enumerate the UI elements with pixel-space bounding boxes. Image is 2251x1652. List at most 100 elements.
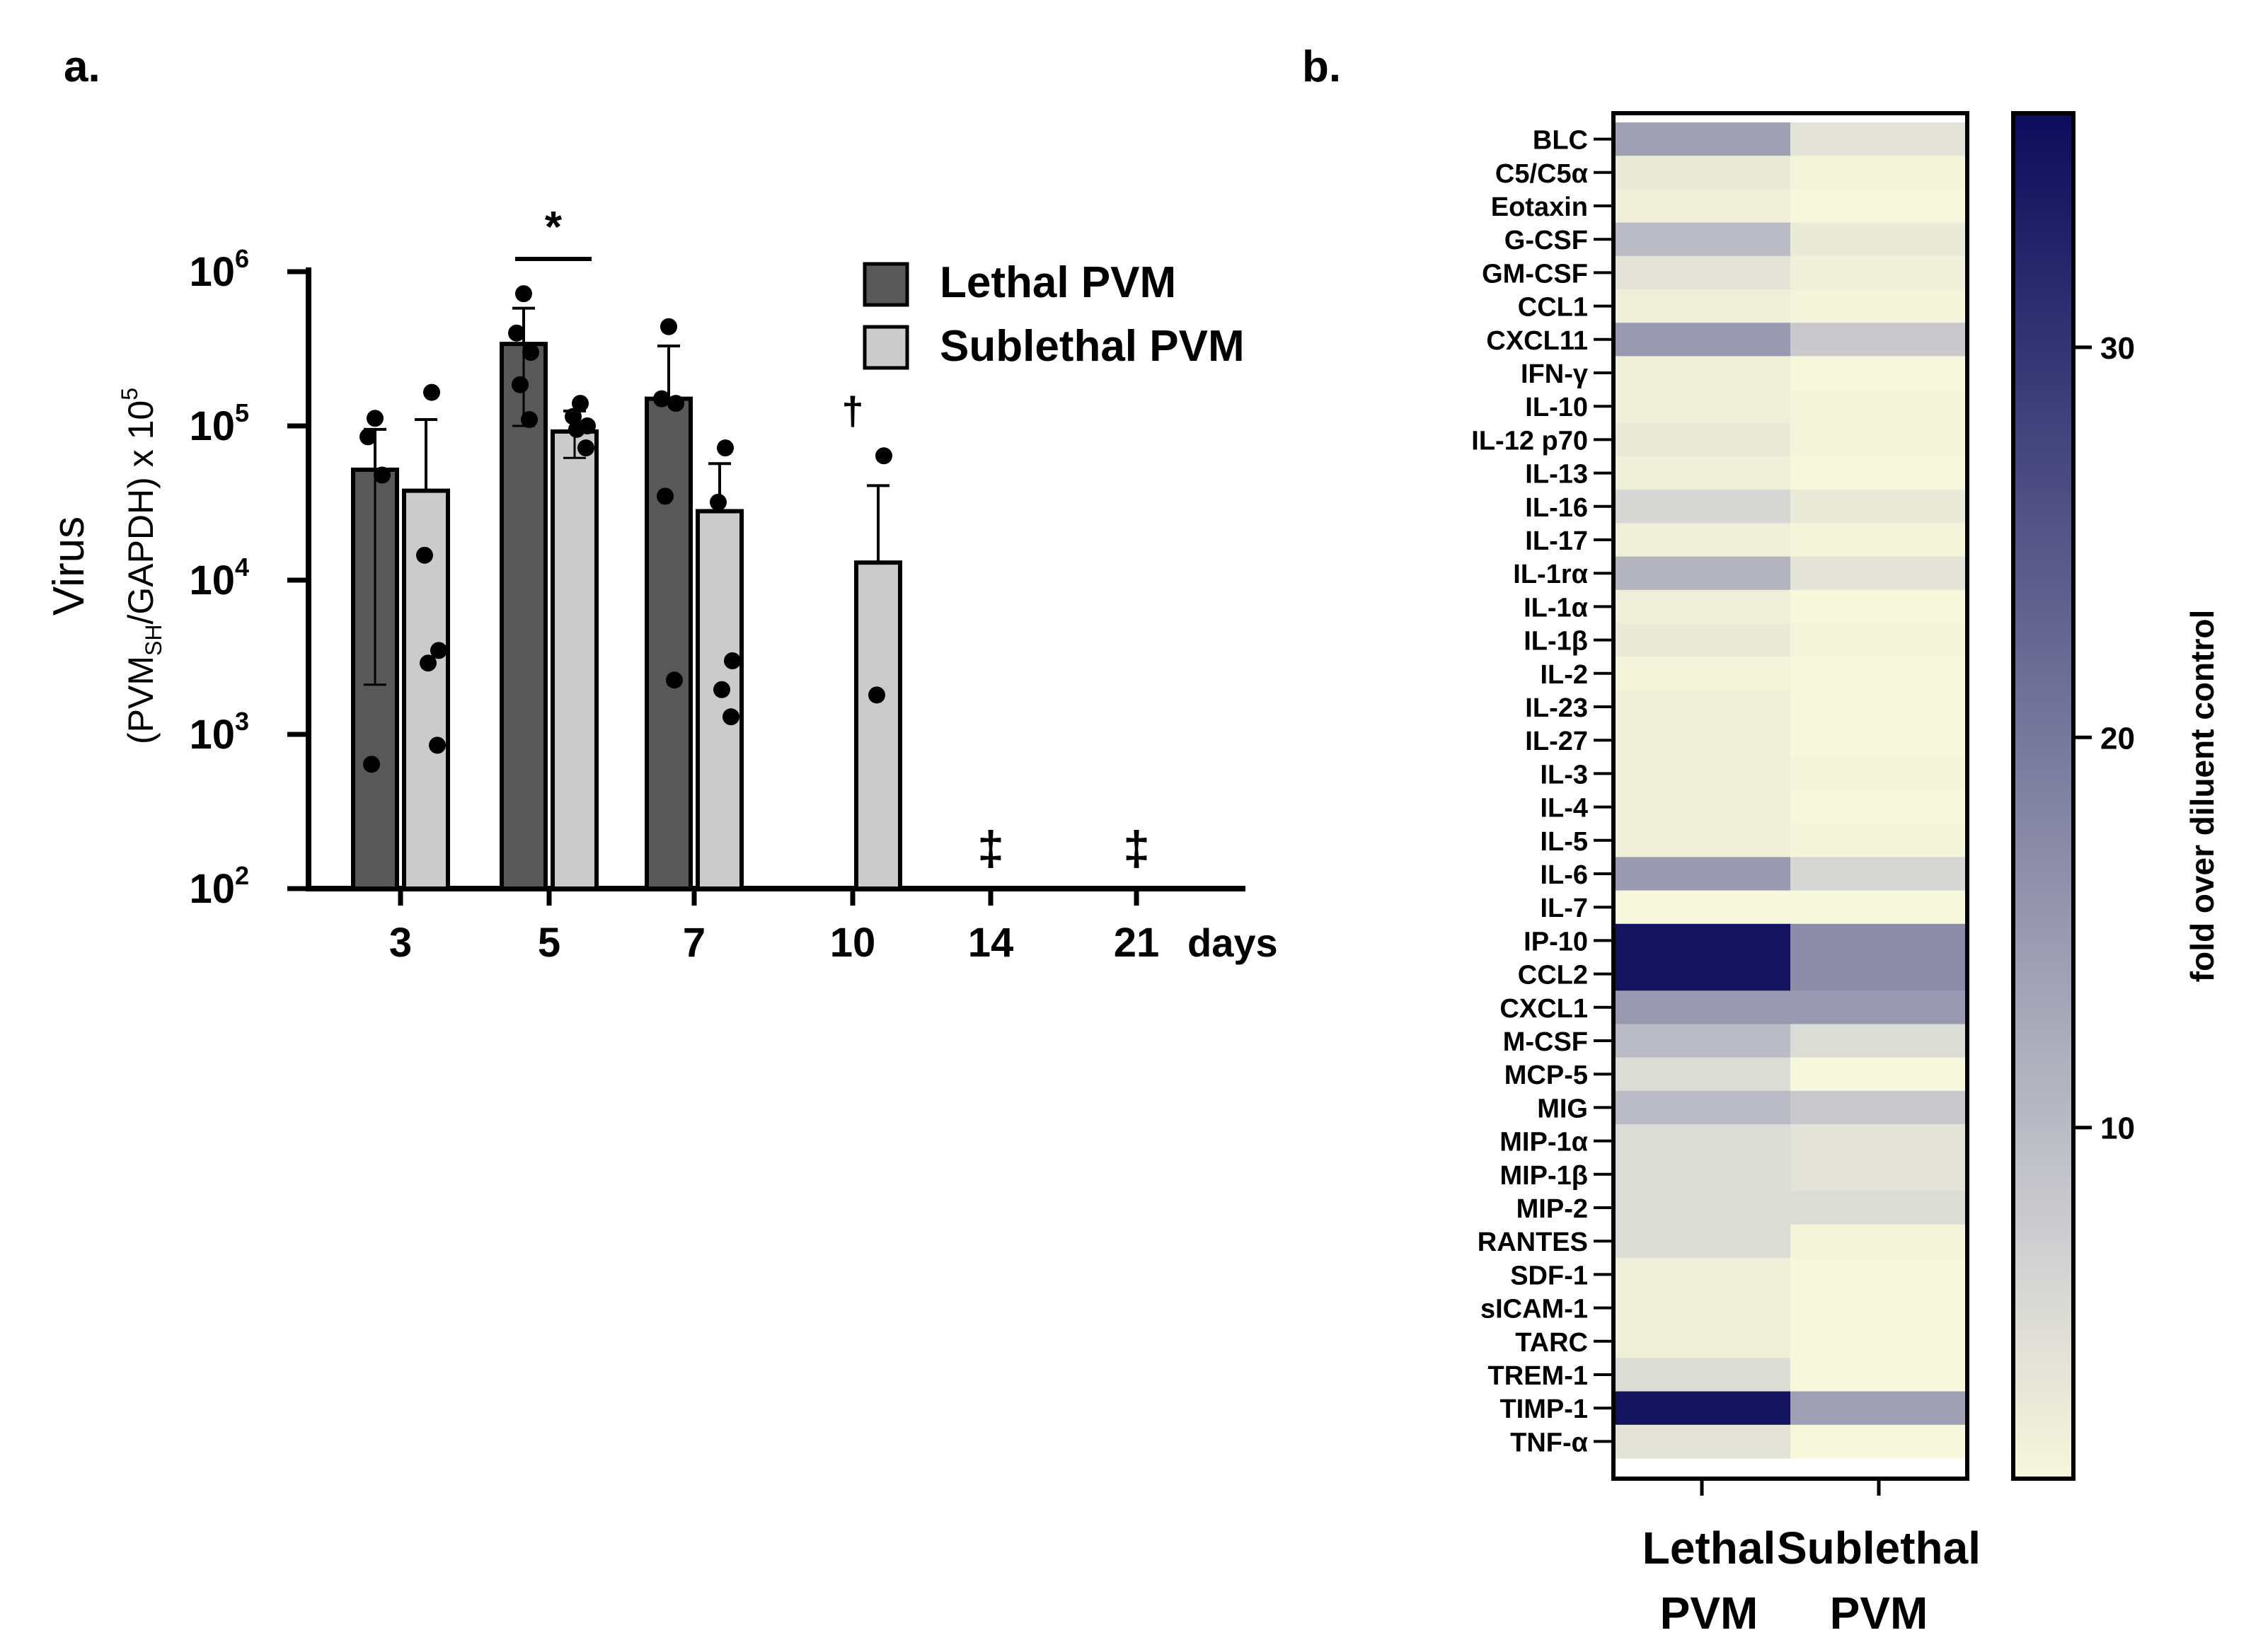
heatmap-cell bbox=[1613, 1358, 1790, 1392]
row-label: IL-5 bbox=[1540, 827, 1588, 857]
data-point bbox=[713, 681, 730, 698]
heatmap-cell bbox=[1790, 1324, 1967, 1358]
heatmap-cell bbox=[1790, 1024, 1967, 1058]
heatmap-cell bbox=[1790, 1291, 1967, 1325]
heatmap-cell bbox=[1790, 323, 1967, 357]
y-tick-label: 104 bbox=[189, 553, 249, 603]
panel-a: a. Virus (PVMSH/GAPDH) x 105 10610510410… bbox=[45, 42, 1278, 966]
heatmap-cell bbox=[1613, 790, 1790, 824]
annotations: * † ‡ ‡ bbox=[545, 203, 1150, 875]
heatmap-cell bbox=[1790, 1424, 1967, 1459]
data-point bbox=[660, 318, 677, 335]
heatmap-cell bbox=[1613, 723, 1790, 758]
colorbar-tick-label: 20 bbox=[2100, 721, 2135, 756]
y-label-sub: SH bbox=[141, 625, 166, 656]
row-label: IL-1rα bbox=[1513, 560, 1588, 589]
data-point bbox=[508, 324, 525, 342]
heatmap-cell bbox=[1790, 1191, 1967, 1225]
data-point bbox=[868, 686, 885, 704]
row-label: TARC bbox=[1515, 1328, 1588, 1358]
heatmap-cell bbox=[1790, 923, 1967, 958]
heatmap-cell bbox=[1613, 1257, 1790, 1292]
heatmap-cell bbox=[1613, 389, 1790, 424]
x-ticks: 3 5 7 10 14 21 bbox=[389, 889, 1159, 966]
bar bbox=[551, 429, 599, 891]
data-point bbox=[572, 395, 589, 412]
bar bbox=[645, 396, 693, 891]
heatmap-cell bbox=[1613, 356, 1790, 391]
heatmap-cell bbox=[1790, 589, 1967, 624]
heatmap-cell bbox=[1790, 255, 1967, 290]
heatmap-cell bbox=[1613, 1057, 1790, 1092]
panel-b-label: b. bbox=[1302, 42, 1341, 91]
row-label: IL-16 bbox=[1525, 493, 1588, 523]
heatmap-cell bbox=[1613, 923, 1790, 958]
heatmap-cell bbox=[1613, 456, 1790, 490]
heatmap-cell bbox=[1613, 1124, 1790, 1158]
row-label: IL-17 bbox=[1525, 526, 1588, 556]
heatmap-cell bbox=[1790, 222, 1967, 257]
x-tick-label: 14 bbox=[968, 920, 1014, 966]
legend: Lethal PVM Sublethal PVM bbox=[863, 258, 1245, 371]
x-tick-label: 10 bbox=[830, 920, 876, 966]
x-tick-label: 21 bbox=[1114, 920, 1160, 966]
column-labels: Lethal PVM Sublethal PVM bbox=[1642, 1479, 1981, 1639]
row-label: C5/C5α bbox=[1495, 159, 1588, 189]
data-point bbox=[666, 671, 683, 689]
data-point bbox=[875, 447, 892, 465]
y-tick-exp: 5 bbox=[235, 398, 249, 427]
heatmap-cell bbox=[1613, 657, 1790, 691]
y-label-sup: 5 bbox=[117, 388, 142, 400]
heatmap-cell bbox=[1790, 556, 1967, 591]
row-label: IL-12 p70 bbox=[1471, 426, 1588, 456]
annotation-mark: ‡ bbox=[977, 821, 1004, 875]
row-label: IL-1β bbox=[1524, 627, 1588, 657]
legend-swatch-sublethal bbox=[863, 325, 909, 370]
data-point bbox=[420, 654, 437, 672]
heatmap-cell bbox=[1613, 1424, 1790, 1459]
data-point bbox=[374, 466, 391, 484]
column-label: Lethal bbox=[1642, 1523, 1775, 1573]
heatmap-cell bbox=[1790, 957, 1967, 991]
x-tick-label: 7 bbox=[683, 920, 706, 966]
heatmap-cell bbox=[1613, 1391, 1790, 1426]
row-label: IL-2 bbox=[1540, 660, 1588, 690]
heatmap-cell bbox=[1613, 189, 1790, 224]
heatmap-cell bbox=[1613, 623, 1790, 657]
y-label-prefix: (PVM bbox=[121, 656, 161, 744]
heatmap-cell bbox=[1790, 1057, 1967, 1092]
row-label: SDF-1 bbox=[1510, 1261, 1588, 1290]
heatmap-cell bbox=[1790, 890, 1967, 925]
heatmap-cell bbox=[1790, 1257, 1967, 1292]
heatmap-cell bbox=[1790, 1157, 1967, 1191]
data-point bbox=[515, 285, 532, 303]
heatmap-cell bbox=[1613, 1191, 1790, 1225]
data-point bbox=[363, 756, 380, 773]
row-label: IFN-γ bbox=[1521, 359, 1588, 389]
data-point bbox=[367, 410, 384, 427]
data-point bbox=[667, 395, 684, 412]
heatmap-cell bbox=[1613, 490, 1790, 524]
data-point bbox=[512, 376, 529, 393]
colorbar-label: fold over diluent control bbox=[2184, 610, 2221, 982]
colorbar bbox=[2011, 111, 2076, 1481]
y-label-middle: /GAPDH) x 10 bbox=[121, 400, 161, 625]
heatmap-cell bbox=[1790, 122, 1967, 156]
heatmap-cell bbox=[1790, 456, 1967, 490]
y-tick-exp: 6 bbox=[235, 244, 249, 273]
row-label: CXCL1 bbox=[1499, 994, 1588, 1024]
heatmap-cell bbox=[1613, 890, 1790, 925]
panel-b: b. BLCC5/C5αEotaxinG-CSFGM-CSFCCL1CXCL11… bbox=[1302, 42, 2221, 1639]
data-point bbox=[657, 487, 674, 505]
row-label: MIP-1α bbox=[1499, 1128, 1588, 1157]
heatmap-cell bbox=[1613, 824, 1790, 857]
row-label: IL-27 bbox=[1525, 727, 1588, 756]
heatmap-cell bbox=[1613, 289, 1790, 323]
row-label: M-CSF bbox=[1503, 1027, 1588, 1057]
heatmap-cell bbox=[1613, 255, 1790, 290]
heatmap-cell bbox=[1790, 623, 1967, 657]
heatmap-cell bbox=[1790, 156, 1967, 190]
heatmap-cell bbox=[1613, 156, 1790, 190]
y-axis-label-line1: Virus bbox=[45, 516, 93, 616]
